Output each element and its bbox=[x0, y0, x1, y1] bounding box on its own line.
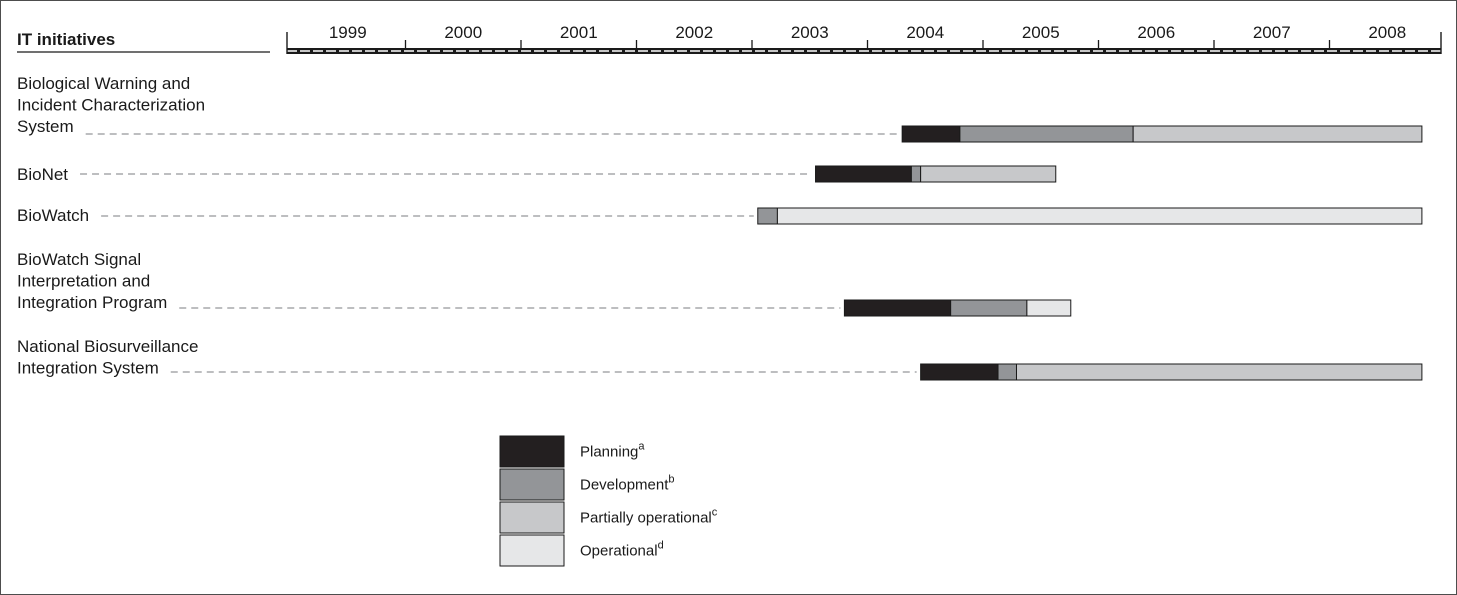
bar-segment-planning bbox=[920, 363, 999, 381]
year-tick-label: 2005 bbox=[1022, 23, 1060, 42]
initiative-row: BioWatch bbox=[17, 206, 1423, 225]
legend-footnote-marker: d bbox=[658, 540, 664, 552]
initiative-label-line: Biological Warning and bbox=[17, 74, 190, 93]
year-axis: 1999 2000 2001 2002 2003 2004 2005 2006 2007 2008 bbox=[286, 23, 1442, 54]
legend-label-text: Development bbox=[580, 477, 669, 494]
bar-segment-development bbox=[950, 299, 1028, 317]
initiative-rows: Biological Warning and Incident Character… bbox=[17, 74, 1423, 381]
initiative-row: BioWatch Signal Interpretation and Integra… bbox=[17, 250, 1072, 317]
legend-label-text: Operational bbox=[580, 543, 658, 560]
legend: Planninga Developmentb Partially operation… bbox=[499, 435, 718, 567]
legend-item: Partially operationalc bbox=[499, 501, 718, 534]
legend-label: Operationald bbox=[580, 540, 664, 560]
bar-segment-planning bbox=[843, 299, 952, 317]
bar-segment-planning bbox=[901, 125, 961, 143]
initiative-label-line: BioWatch bbox=[17, 206, 89, 225]
bar-segment-planning bbox=[815, 165, 912, 183]
legend-label: Developmentb bbox=[580, 474, 675, 494]
initiative-row: National Biosurveillance Integration Syst… bbox=[17, 337, 1423, 381]
legend-label: Planninga bbox=[580, 441, 645, 461]
initiative-row: Biological Warning and Incident Character… bbox=[17, 74, 1423, 143]
bar-segment-development bbox=[959, 125, 1134, 143]
year-tick-label: 2007 bbox=[1253, 23, 1291, 42]
initiative-label-line: BioNet bbox=[17, 165, 68, 184]
initiative-label-line: Incident Characterization bbox=[17, 96, 205, 115]
bar-segment-development bbox=[997, 363, 1017, 381]
initiative-label-line: Integration Program bbox=[17, 293, 167, 312]
legend-footnote-marker: a bbox=[638, 441, 645, 453]
initiative-label-line: System bbox=[17, 117, 74, 136]
year-tick-label: 2008 bbox=[1368, 23, 1406, 42]
initiative-label-line: Interpretation and bbox=[17, 272, 150, 291]
initiative-label-line: National Biosurveillance bbox=[17, 337, 198, 356]
year-tick-label: 2000 bbox=[444, 23, 482, 42]
legend-label-text: Partially operational bbox=[580, 510, 712, 527]
legend-item: Developmentb bbox=[499, 468, 675, 501]
year-tick-label: 2002 bbox=[675, 23, 713, 42]
bar-segment-development bbox=[910, 165, 922, 183]
legend-item: Operationald bbox=[499, 534, 664, 567]
legend-footnote-marker: c bbox=[712, 507, 718, 519]
bar-segment-partial bbox=[1015, 363, 1423, 381]
legend-footnote-marker: b bbox=[668, 474, 674, 486]
year-tick-label: 2006 bbox=[1137, 23, 1175, 42]
legend-item: Planninga bbox=[499, 435, 645, 468]
bar-segment-partial bbox=[920, 165, 1057, 183]
year-tick-label: 2001 bbox=[560, 23, 598, 42]
year-tick-label: 2003 bbox=[791, 23, 829, 42]
bar-segment-operational bbox=[776, 207, 1423, 225]
bar-segment-development bbox=[757, 207, 778, 225]
year-tick-label: 1999 bbox=[329, 23, 367, 42]
bar-segment-partial bbox=[1132, 125, 1423, 143]
bar-segment-operational bbox=[1026, 299, 1072, 317]
legend-label: Partially operationalc bbox=[580, 507, 718, 527]
year-tick-label: 2004 bbox=[906, 23, 944, 42]
legend-swatch-operational bbox=[499, 534, 565, 567]
header-label: IT initiatives bbox=[17, 30, 115, 49]
legend-swatch-planning bbox=[499, 435, 565, 468]
legend-label-text: Planning bbox=[580, 444, 638, 461]
initiative-label-line: Integration System bbox=[17, 359, 159, 378]
initiative-label-line: BioWatch Signal bbox=[17, 250, 141, 269]
initiative-row: BioNet bbox=[17, 165, 1057, 184]
legend-swatch-partial bbox=[499, 501, 565, 534]
legend-swatch-development bbox=[499, 468, 565, 501]
